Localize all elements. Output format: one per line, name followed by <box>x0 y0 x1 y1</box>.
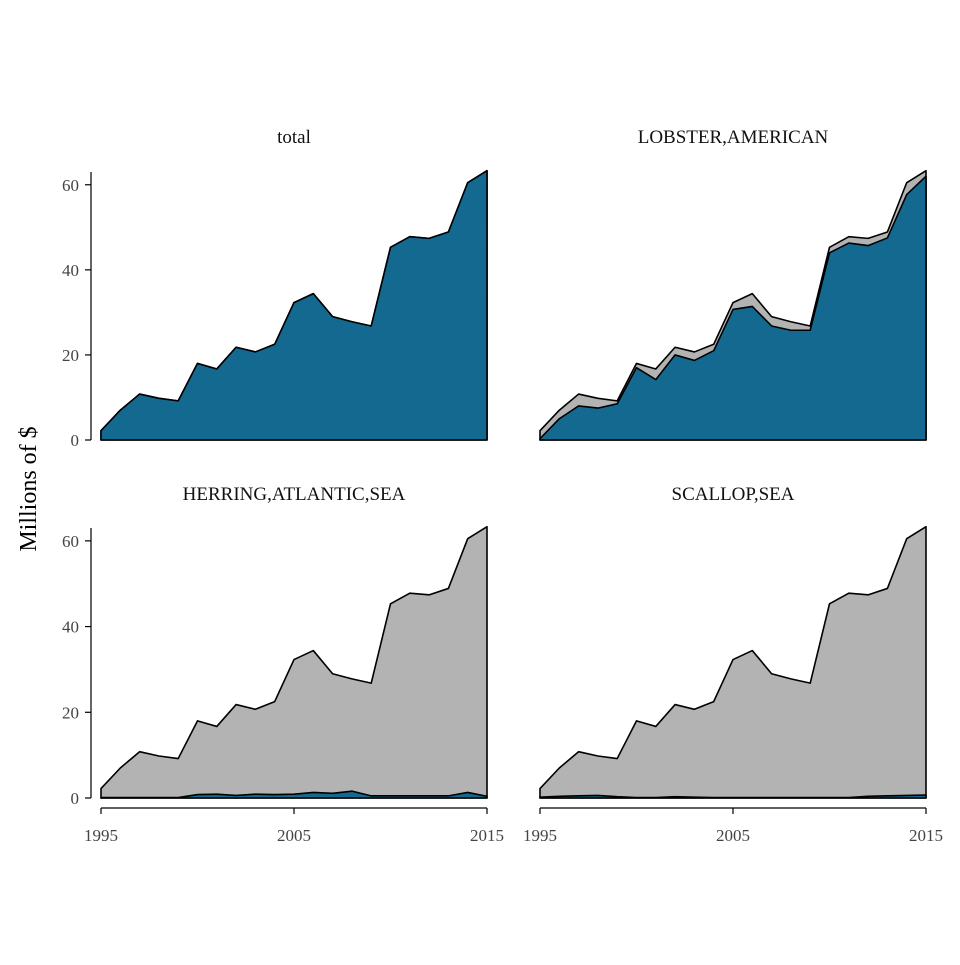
total-area <box>100 525 488 799</box>
species-area <box>100 169 488 441</box>
panel-title: HERRING,ATLANTIC,SEA <box>183 484 406 505</box>
panel-4: SCALLOP,SEA 1995 2005 2015 <box>523 484 943 845</box>
total-area <box>539 525 927 799</box>
y-tick-label: 20 <box>62 346 79 365</box>
x-tick-label: 1995 <box>523 826 557 845</box>
y-axis-title: Millions of $ <box>16 426 42 551</box>
species-area <box>539 794 927 799</box>
x-tick-label: 2005 <box>716 826 750 845</box>
panel-2: LOBSTER,AMERICAN <box>539 127 927 441</box>
x-tick-label: 2015 <box>909 826 943 845</box>
x-tick-label: 1995 <box>84 826 118 845</box>
panel-title: LOBSTER,AMERICAN <box>638 127 829 148</box>
panel-3: HERRING,ATLANTIC,SEA 0 20 40 60 1995 2005 2015 <box>62 484 504 845</box>
panel-1: total 0 20 40 60 <box>62 127 488 450</box>
y-tick-label: 0 <box>71 789 80 808</box>
y-tick-label: 60 <box>62 532 79 551</box>
y-tick-label: 40 <box>62 261 79 280</box>
species-area <box>100 790 488 799</box>
panel-title: SCALLOP,SEA <box>672 484 795 505</box>
x-tick-label: 2015 <box>470 826 504 845</box>
y-tick-label: 60 <box>62 176 79 195</box>
y-tick-label: 0 <box>71 431 80 450</box>
y-tick-label: 40 <box>62 618 79 637</box>
panel-title: total <box>277 127 311 148</box>
species-area <box>539 175 927 441</box>
y-tick-label: 20 <box>62 703 79 722</box>
x-tick-label: 2005 <box>277 826 311 845</box>
